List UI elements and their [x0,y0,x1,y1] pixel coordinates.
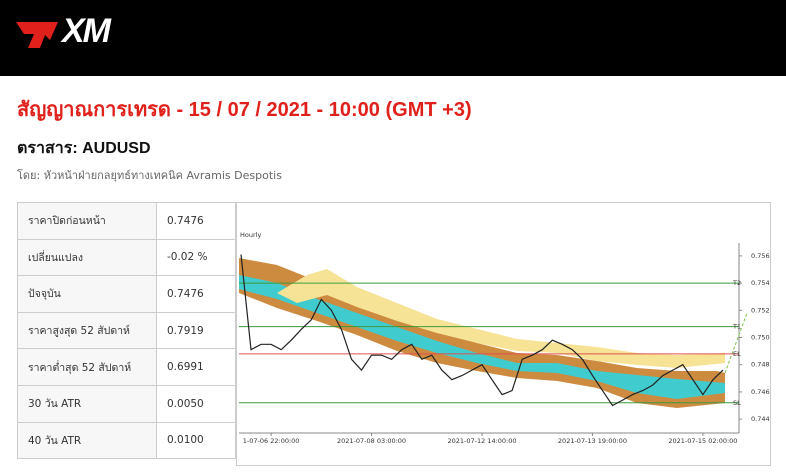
cell-value: 0.7476 [156,275,236,313]
byline: โดย: หัวหน้าฝ่ายกลยุทธ์ทางเทคนิค Avramis… [17,169,282,182]
logo-mark [16,22,58,48]
table-row: ราคาปิดก่อนหน้า 0.7476 [17,202,236,240]
table-row: 30 วัน ATR 0.0050 [17,384,236,423]
cell-label: เปลี่ยนแปลง [17,238,157,277]
x-tick-label: 2021-07-08 03:00:00 [337,437,406,445]
level-label: SL [733,399,741,407]
header: XM [0,0,786,76]
table-row: ราคาต่ำสุด 52 สัปดาห์ 0.6991 [17,348,236,386]
cell-value: -0.02 % [156,238,236,277]
stats-table: ราคาปิดก่อนหน้า 0.7476 เปลี่ยนแปลง -0.02 % ป… [17,202,236,460]
price-line [240,254,724,407]
x-tick-label: 2021-07-15 02:00:00 [668,437,737,445]
cell-label: 40 วัน ATR [17,421,157,460]
cell-value: 0.6991 [156,348,236,386]
bands [239,258,725,408]
level-label: EL [733,350,741,358]
cell-label: ราคาต่ำสุด 52 สัปดาห์ [17,348,157,386]
chart-title: Hourly [240,231,261,239]
level-label: T2 [732,279,741,287]
cell-label: ราคาปิดก่อนหน้า [17,202,157,240]
cell-label: ปัจจุบัน [17,275,157,313]
table-row: เปลี่ยนแปลง -0.02 % [17,238,236,277]
logo[interactable]: XM [62,12,111,50]
cell-value: 0.0050 [156,384,236,423]
cell-label: 30 วัน ATR [17,384,157,423]
table-row: 40 วัน ATR 0.0100 [17,421,236,460]
instrument: ตราสาร: AUDUSD [17,140,151,157]
page-title: สัญญาณการเทรด - 15 / 07 / 2021 - 10:00 (… [17,99,472,121]
table-row: ราคาสูงสุด 52 สัปดาห์ 0.7919 [17,311,236,350]
projection-arrow [724,312,748,374]
cell-value: 0.7476 [156,202,236,240]
x-tick-label: 2021-07-12 14:00:00 [447,437,516,445]
cell-value: 0.0100 [156,421,236,460]
level-label: T1 [732,323,741,331]
y-tick-label: 0.7440 [751,415,771,423]
cell-value: 0.7919 [156,311,236,350]
x-tick-label: 1-07-06 22:00:00 [243,437,300,445]
x-tick-label: 2021-07-13 19:00:00 [558,437,627,445]
cell-label: ราคาสูงสุด 52 สัปดาห์ [17,311,157,350]
table-row: ปัจจุบัน 0.7476 [17,275,236,313]
